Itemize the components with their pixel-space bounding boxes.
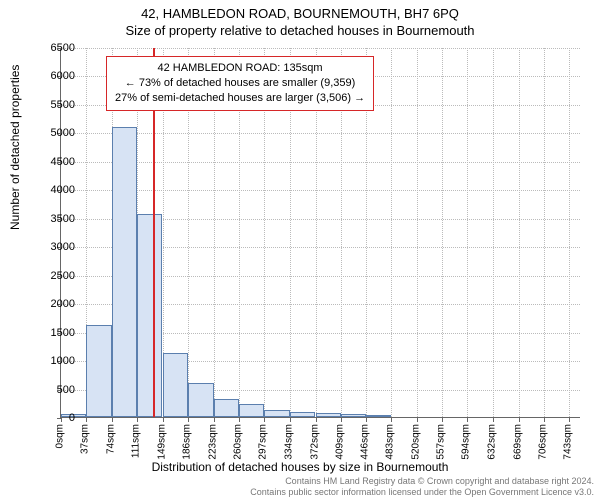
histogram-bar bbox=[366, 415, 391, 417]
ytick-label: 6500 bbox=[35, 42, 75, 54]
xtick-label: 706sqm bbox=[538, 424, 549, 460]
histogram-bar bbox=[239, 404, 264, 417]
chart-area: 42 HAMBLEDON ROAD: 135sqm← 73% of detach… bbox=[60, 48, 580, 418]
ytick-label: 0 bbox=[35, 412, 75, 424]
gridline-h bbox=[61, 162, 580, 163]
xtick-label: 409sqm bbox=[334, 424, 345, 460]
gridline-v bbox=[569, 48, 570, 417]
xtick-mark bbox=[316, 418, 317, 422]
xtick-mark bbox=[366, 418, 367, 422]
chart-subtitle: Size of property relative to detached ho… bbox=[0, 23, 600, 38]
xtick-label: 223sqm bbox=[207, 424, 218, 460]
xtick-label: 111sqm bbox=[130, 424, 141, 458]
xtick-label: 0sqm bbox=[55, 424, 66, 448]
xtick-mark bbox=[493, 418, 494, 422]
gridline-v bbox=[544, 48, 545, 417]
ytick-label: 3500 bbox=[35, 213, 75, 225]
ytick-label: 1000 bbox=[35, 355, 75, 367]
plot-region: 42 HAMBLEDON ROAD: 135sqm← 73% of detach… bbox=[60, 48, 580, 418]
xtick-label: 74sqm bbox=[105, 424, 116, 454]
xtick-mark bbox=[137, 418, 138, 422]
xtick-label: 669sqm bbox=[512, 424, 523, 460]
xtick-label: 260sqm bbox=[232, 424, 243, 460]
gridline-h bbox=[61, 190, 580, 191]
xtick-mark bbox=[112, 418, 113, 422]
histogram-bar bbox=[112, 127, 137, 417]
xtick-label: 334sqm bbox=[283, 424, 294, 460]
info-box-line: 42 HAMBLEDON ROAD: 135sqm bbox=[115, 61, 365, 76]
gridline-v bbox=[442, 48, 443, 417]
histogram-bar bbox=[341, 414, 366, 417]
xtick-mark bbox=[163, 418, 164, 422]
title-block: 42, HAMBLEDON ROAD, BOURNEMOUTH, BH7 6PQ… bbox=[0, 0, 600, 38]
xtick-mark bbox=[290, 418, 291, 422]
histogram-bar bbox=[137, 214, 162, 417]
xtick-mark bbox=[341, 418, 342, 422]
info-box-line: 27% of semi-detached houses are larger (… bbox=[115, 91, 365, 106]
y-axis-label: Number of detached properties bbox=[8, 65, 22, 230]
xtick-mark bbox=[569, 418, 570, 422]
xtick-label: 186sqm bbox=[182, 424, 193, 460]
gridline-v bbox=[391, 48, 392, 417]
histogram-bar bbox=[188, 383, 213, 417]
ytick-label: 4000 bbox=[35, 184, 75, 196]
ytick-label: 5500 bbox=[35, 99, 75, 111]
xtick-label: 372sqm bbox=[309, 424, 320, 460]
histogram-bar bbox=[163, 353, 188, 417]
ytick-label: 2000 bbox=[35, 298, 75, 310]
histogram-bar bbox=[214, 399, 239, 417]
xtick-label: 594sqm bbox=[461, 424, 472, 460]
xtick-label: 483sqm bbox=[385, 424, 396, 460]
xtick-label: 37sqm bbox=[80, 424, 91, 454]
xtick-label: 520sqm bbox=[410, 424, 421, 460]
ytick-label: 2500 bbox=[35, 270, 75, 282]
gridline-v bbox=[519, 48, 520, 417]
xtick-mark bbox=[417, 418, 418, 422]
ytick-label: 1500 bbox=[35, 327, 75, 339]
xtick-mark bbox=[544, 418, 545, 422]
gridline-h bbox=[61, 48, 580, 49]
ytick-label: 500 bbox=[35, 384, 75, 396]
xtick-mark bbox=[214, 418, 215, 422]
ytick-label: 5000 bbox=[35, 127, 75, 139]
info-box-line: ← 73% of detached houses are smaller (9,… bbox=[115, 76, 365, 91]
histogram-bar bbox=[86, 325, 111, 417]
gridline-v bbox=[493, 48, 494, 417]
ytick-label: 6000 bbox=[35, 70, 75, 82]
x-axis-label: Distribution of detached houses by size … bbox=[0, 460, 600, 474]
xtick-mark bbox=[519, 418, 520, 422]
xtick-mark bbox=[264, 418, 265, 422]
footer-line-1: Contains HM Land Registry data © Crown c… bbox=[250, 476, 594, 487]
xtick-label: 297sqm bbox=[258, 424, 269, 460]
xtick-mark bbox=[86, 418, 87, 422]
histogram-bar bbox=[264, 410, 289, 417]
xtick-label: 446sqm bbox=[360, 424, 371, 460]
xtick-label: 743sqm bbox=[563, 424, 574, 460]
chart-title: 42, HAMBLEDON ROAD, BOURNEMOUTH, BH7 6PQ bbox=[0, 6, 600, 21]
xtick-mark bbox=[442, 418, 443, 422]
ytick-label: 3000 bbox=[35, 241, 75, 253]
footer-attribution: Contains HM Land Registry data © Crown c… bbox=[250, 476, 594, 498]
xtick-mark bbox=[239, 418, 240, 422]
histogram-bar bbox=[316, 413, 341, 417]
xtick-mark bbox=[391, 418, 392, 422]
footer-line-2: Contains public sector information licen… bbox=[250, 487, 594, 498]
xtick-label: 632sqm bbox=[487, 424, 498, 460]
ytick-label: 4500 bbox=[35, 156, 75, 168]
histogram-bar bbox=[290, 412, 315, 417]
info-box: 42 HAMBLEDON ROAD: 135sqm← 73% of detach… bbox=[106, 56, 374, 111]
xtick-mark bbox=[467, 418, 468, 422]
gridline-h bbox=[61, 133, 580, 134]
xtick-label: 557sqm bbox=[436, 424, 447, 460]
xtick-label: 149sqm bbox=[156, 424, 167, 460]
gridline-v bbox=[467, 48, 468, 417]
xtick-mark bbox=[188, 418, 189, 422]
gridline-v bbox=[417, 48, 418, 417]
